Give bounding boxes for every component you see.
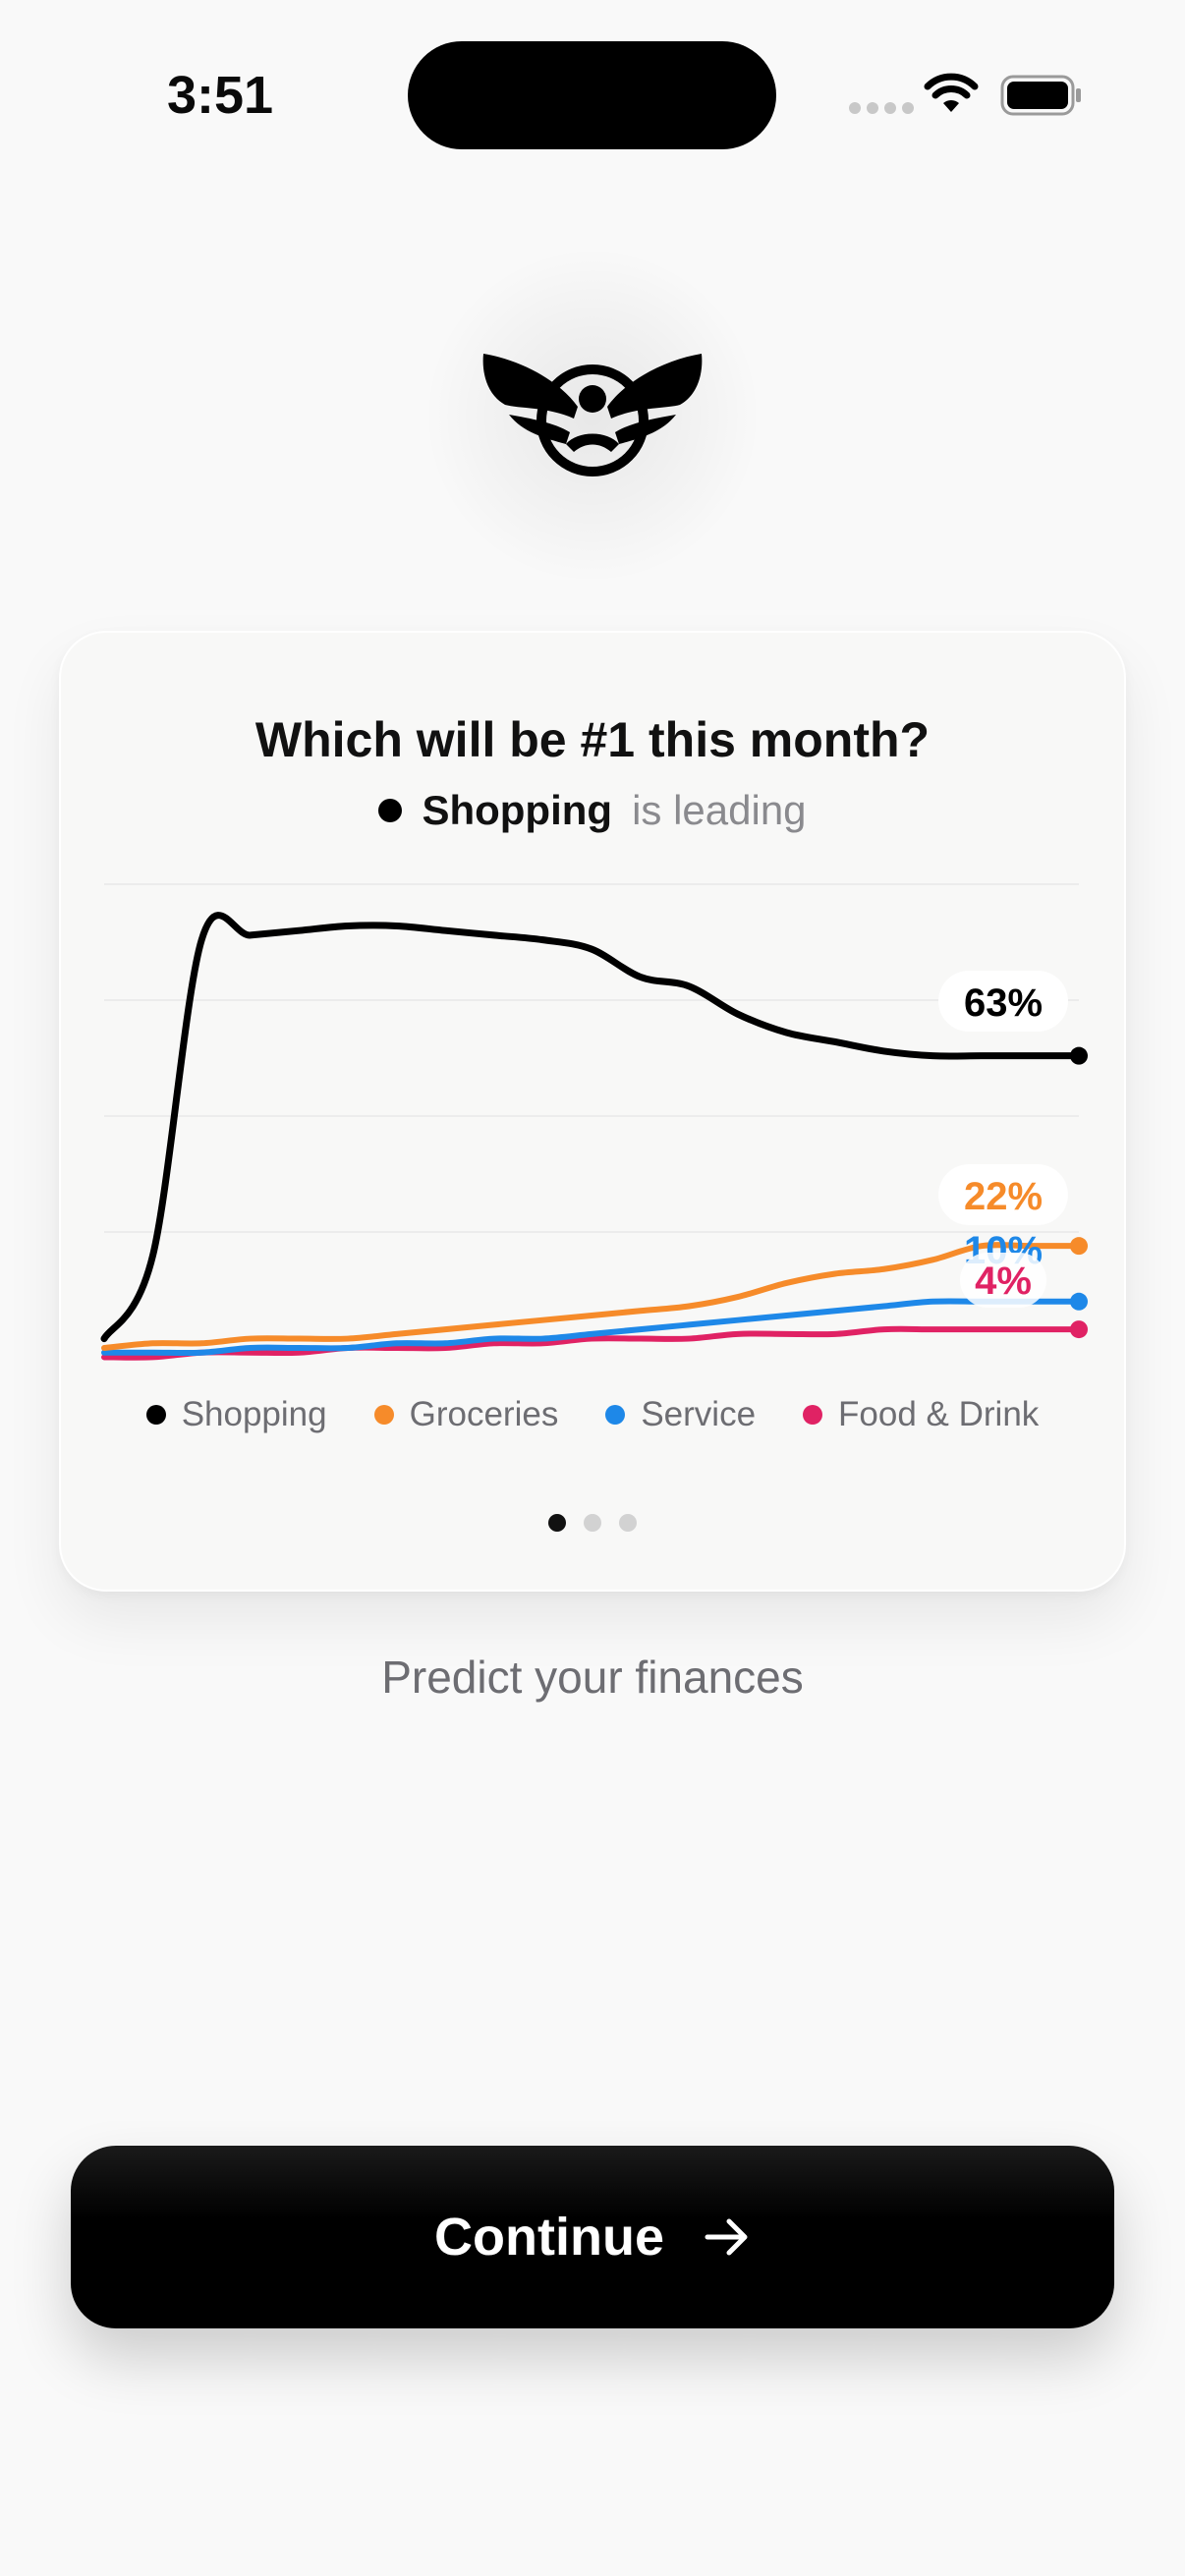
legend-item: Food & Drink xyxy=(803,1395,1039,1434)
battery-icon xyxy=(1000,75,1081,116)
page-dot[interactable] xyxy=(584,1514,601,1532)
arrow-right-icon xyxy=(705,2218,748,2256)
end-label-background xyxy=(938,971,1068,1032)
legend-label: Food & Drink xyxy=(838,1395,1040,1433)
legend-dot xyxy=(145,1405,166,1425)
series-end-label: 4% xyxy=(975,1260,1032,1303)
series-end-point xyxy=(1070,1237,1088,1256)
status-bar: 3:51 xyxy=(0,0,1185,196)
cellular-signal-icon xyxy=(849,102,914,114)
legend-dot xyxy=(605,1405,626,1425)
leader-suffix: is leading xyxy=(632,787,807,833)
legend-label: Groceries xyxy=(409,1395,559,1433)
legend-item: Groceries xyxy=(373,1395,559,1434)
series-end-label: 63% xyxy=(964,981,1043,1025)
page-dot[interactable] xyxy=(548,1514,566,1532)
leader-line: Shopping is leading xyxy=(61,787,1124,834)
legend-item: Shopping xyxy=(145,1395,327,1434)
legend-label: Shopping xyxy=(181,1395,327,1433)
series-line-shopping xyxy=(100,912,1083,1343)
status-time: 3:51 xyxy=(167,66,274,125)
tagline: Predict your finances xyxy=(381,1652,804,1703)
leader-dot xyxy=(378,799,403,822)
continue-label: Continue xyxy=(434,2208,664,2267)
leader-name: Shopping xyxy=(422,787,613,833)
series-line-groceries xyxy=(101,1242,1082,1351)
prediction-card[interactable]: Which will be #1 this month? Shopping is… xyxy=(59,631,1126,1592)
legend-dot xyxy=(373,1405,394,1425)
continue-button[interactable]: Continue xyxy=(71,2146,1114,2328)
legend-dot xyxy=(803,1405,823,1425)
page-dot[interactable] xyxy=(619,1514,637,1532)
dynamic-island xyxy=(408,41,776,149)
series-end-point xyxy=(1070,1046,1088,1065)
logo-glow xyxy=(423,246,762,586)
category-line-chart: 63%22%10%4% xyxy=(100,883,1088,1361)
end-label-background xyxy=(938,1164,1068,1225)
chart-legend: Shopping Groceries Service Food & Drink xyxy=(0,1395,1185,1434)
series-end-point xyxy=(1070,1320,1088,1339)
winged-emblem-icon xyxy=(482,354,703,476)
series-line-service xyxy=(101,1298,1082,1357)
card-title: Which will be #1 this month? xyxy=(254,712,931,767)
series-end-label: 22% xyxy=(964,1175,1043,1218)
series-line-food-drink xyxy=(101,1325,1082,1361)
page-indicator[interactable] xyxy=(0,1514,1185,1532)
series-end-point xyxy=(1070,1292,1088,1311)
wifi-icon xyxy=(924,73,979,112)
end-label-background xyxy=(960,1253,1046,1308)
legend-label: Service xyxy=(641,1395,757,1433)
legend-item: Service xyxy=(605,1395,756,1434)
